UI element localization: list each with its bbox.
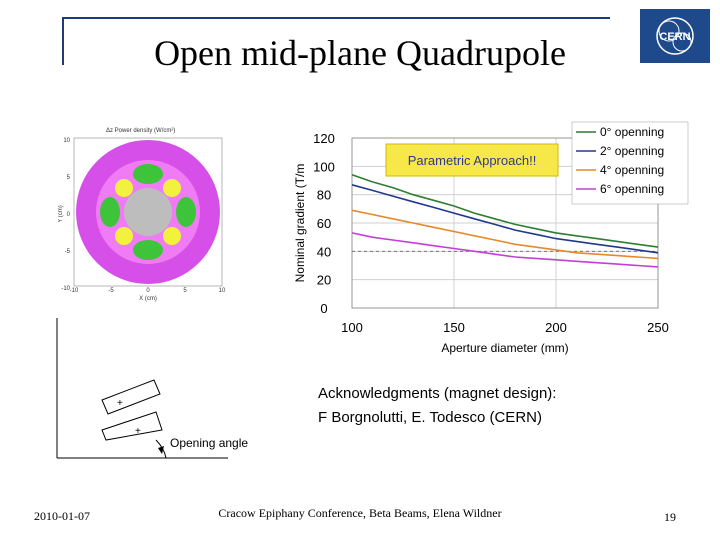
chart-series-line: [351, 232, 659, 268]
chart-xtick-label: 150: [443, 320, 465, 335]
density-xtick: -5: [108, 288, 114, 294]
page-number: 19: [664, 510, 676, 524]
chart-legend-label: 2° openning: [600, 144, 664, 158]
chart-annotation-box: [385, 143, 559, 177]
chart-series-line: [351, 184, 659, 254]
sketch-plus-lower: +: [135, 426, 141, 437]
density-xtick: 5: [183, 288, 187, 294]
acknowledgments-line2: F Borgnolutti, E. Todesco (CERN): [318, 409, 542, 426]
chart-x-axis-label: Aperture diameter (mm): [441, 341, 568, 355]
title-rule-top: [62, 17, 610, 19]
gradient-chart: 0 20 40 60 80 100 120 100 150 200 250 Aperture diam…: [290, 118, 690, 360]
density-xtick: -10: [70, 288, 79, 294]
opening-angle-label: Opening angle: [170, 436, 249, 450]
chart-ytick-label: 80: [317, 188, 331, 203]
opening-angle-sketch: + +: [30, 312, 230, 472]
chart-xtick-label: 100: [341, 320, 363, 335]
cern-logo-graphic: CERN: [640, 9, 710, 63]
sketch-upper-coil: [101, 379, 161, 415]
density-ylabel: Y (cm): [58, 205, 64, 223]
chart-series-line: [351, 174, 659, 248]
density-ytick: 10: [63, 138, 70, 144]
chart-plot-frame: [351, 137, 659, 309]
sketch-svg: + +: [56, 318, 228, 459]
acknowledgments-line1: Acknowledgments (magnet design):: [318, 385, 557, 402]
chart-xtick-label: 200: [545, 320, 567, 335]
chart-y-axis-label: Nominal gradient (T/m: [293, 164, 307, 283]
cern-logo-text: CERN: [659, 31, 690, 43]
gradient-chart-svg: 0 20 40 60 80 100 120 100 150 200 250 Aperture diam…: [293, 121, 689, 355]
chart-ytick-label: 100: [313, 159, 335, 174]
density-xtick: 0: [146, 288, 150, 294]
cern-logo: CERN: [640, 9, 710, 63]
chart-legend-label: 0° openning: [600, 125, 664, 139]
power-density-svg: Δz Power density (W/cm²) -10 -5 0 5 10 X…: [58, 128, 226, 302]
sketch-lower-coil: [101, 411, 163, 441]
chart-series-line: [351, 209, 659, 260]
power-density-plot: Δz Power density (W/cm²) -10 -5 0 5 10 X…: [58, 124, 233, 302]
sketch-angle-arrow: [158, 446, 164, 454]
chart-legend-label: 4° openning: [600, 163, 664, 177]
chart-legend-label: 6° openning: [600, 182, 664, 196]
chart-ytick-label: 0: [320, 301, 327, 316]
density-ytick: -10: [61, 286, 70, 292]
chart-xtick-label: 250: [647, 320, 669, 335]
density-bore: [124, 188, 172, 236]
footer-date: 2010-01-07: [34, 509, 90, 523]
chart-legend-box: [571, 121, 689, 205]
density-ytick: 0: [67, 212, 71, 218]
chart-ytick-label: 40: [317, 244, 331, 259]
density-ytick: -5: [65, 249, 71, 255]
density-xlabel: X (cm): [139, 296, 157, 302]
density-xtick: 10: [219, 288, 226, 294]
density-ytick: 5: [67, 175, 71, 181]
title-rule-left: [62, 17, 64, 65]
acknowledgments: Acknowledgments (magnet design): F Borgn…: [318, 382, 556, 430]
density-hot-spots: [100, 164, 196, 260]
chart-ytick-label: 120: [313, 131, 335, 146]
footer-conference: Cracow Epiphany Conference, Beta Beams, …: [218, 506, 502, 520]
density-title: Δz Power density (W/cm²): [106, 128, 175, 134]
chart-annotation-text: Parametric Approach!!: [408, 153, 537, 168]
slide-title: Open mid-plane Quadrupole: [154, 33, 566, 73]
chart-ytick-label: 60: [317, 216, 331, 231]
sketch-plus-upper: +: [117, 398, 123, 409]
chart-ytick-label: 20: [317, 273, 331, 288]
